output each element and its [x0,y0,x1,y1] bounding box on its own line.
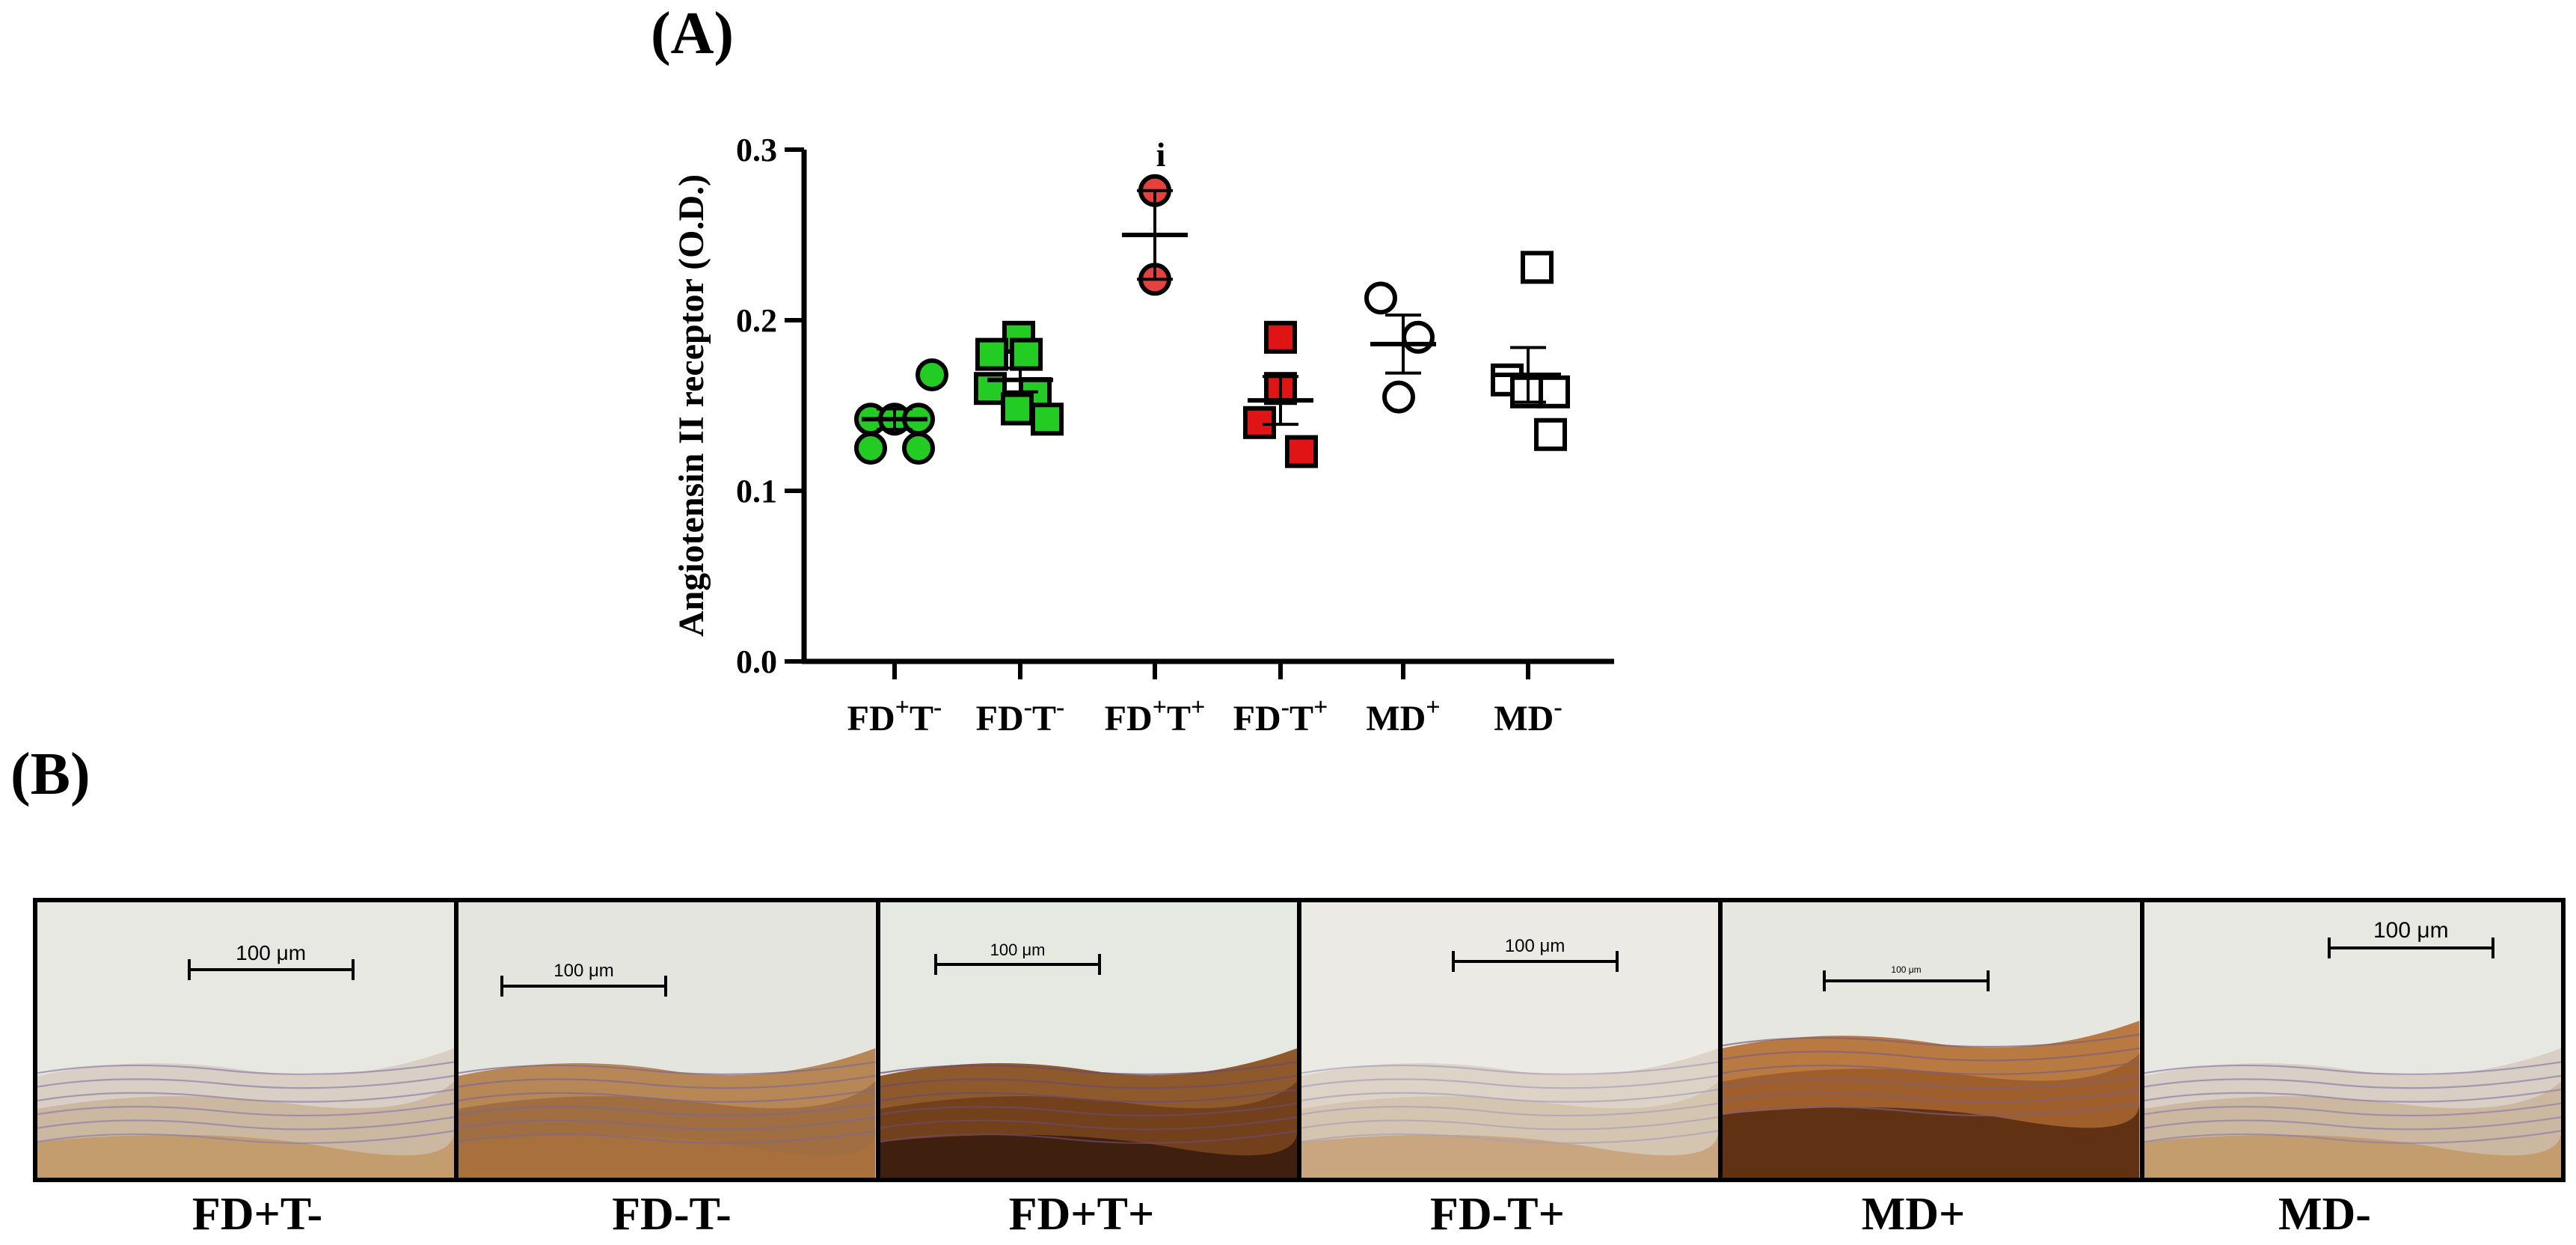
data-point [1010,337,1043,371]
data-point [1521,251,1554,284]
data-point [902,432,935,465]
micrograph-caption: FD-T+ [1430,1189,1565,1240]
tissue-image [1723,902,2140,1178]
panel-a-label: (A) [651,1,735,67]
tissue-image [1301,902,1719,1178]
scale-bar [934,953,1102,975]
micrograph-caption: MD- [2278,1189,2371,1240]
micrograph-3: 100 μm [880,902,1301,1178]
scale-bar-label: 100 μm [1504,936,1565,957]
data-point [916,358,948,391]
data-point [1001,392,1034,426]
data-point [854,432,887,465]
micrograph-caption: FD+T- [191,1189,323,1240]
data-point [1402,320,1435,354]
micrograph-caption: MD+ [1861,1189,1966,1240]
scale-bar-label: 100 μm [2373,917,2449,943]
data-point [1264,320,1297,354]
panel-b-label: (B) [10,741,91,807]
data-point [1534,417,1567,451]
data-point [1382,380,1415,414]
micrograph-caption: FD-T- [612,1189,732,1240]
micrograph-strip: 100 μm 100 μm 100 μm 100 μm 100 μm 100 μm [33,898,2566,1182]
x-tick-label: MD+ [1366,694,1440,738]
angiotensin-chart: 0.0 0.1 0.2 0.3 Angiotensin II receptor (O.D… [672,132,1614,738]
tissue-image [459,902,876,1178]
tissue-image [880,902,1297,1178]
y-tick-label: 0.3 [736,132,777,168]
tissue-image [2144,902,2561,1178]
scale-bar [1823,970,1990,992]
scale-bar-label: 100 μm [1891,964,1922,976]
scale-bar-label: 100 μm [236,941,307,965]
micrograph-4: 100 μm [1301,902,1723,1178]
micrograph-5: 100 μm [1723,902,2144,1178]
y-tick-label: 0.0 [736,643,777,680]
x-tick-label: FD-T+ [1233,694,1328,738]
tissue-image [37,902,455,1178]
micrograph-1: 100 μm [37,902,459,1178]
micrograph-2: 100 μm [459,902,880,1178]
significance-annotation: i [1156,135,1166,174]
x-tick-label: FD+T- [847,694,942,738]
data-point [1031,403,1064,436]
data-point [975,337,1008,371]
data-point [1364,281,1397,315]
x-tick-label: FD+T+ [1105,694,1206,738]
data-point [1243,406,1276,439]
scale-bar [187,959,355,981]
scale-bar [500,976,667,997]
x-tick-label: FD-T- [976,694,1065,738]
scale-bar-label: 100 μm [990,940,1046,959]
y-tick-label: 0.2 [736,302,777,339]
x-tick-label: MD- [1494,694,1562,738]
y-axis-label: Angiotensin II receptor (O.D.) [672,174,711,637]
y-tick-label: 0.1 [736,473,777,510]
data-point [1285,435,1318,468]
scale-bar-label: 100 μm [553,961,614,982]
scale-bar [2327,937,2494,958]
scale-bar [1451,951,1619,973]
micrograph-caption: FD+T+ [1008,1189,1155,1240]
micrograph-6: 100 μm [2144,902,2561,1178]
